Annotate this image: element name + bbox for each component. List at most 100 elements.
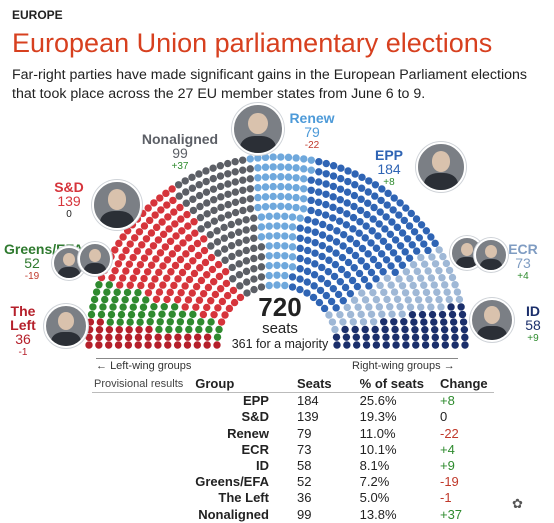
seat-dot xyxy=(371,181,380,189)
seat-dot xyxy=(246,185,255,193)
seat-dot xyxy=(303,267,312,276)
seat-dot xyxy=(213,238,222,246)
seat-dot xyxy=(196,202,204,211)
seat-dot xyxy=(324,267,333,276)
cell-change: 0 xyxy=(439,409,448,425)
seat-dot xyxy=(348,276,357,285)
seat-dot xyxy=(359,318,368,326)
seat-dot xyxy=(310,271,319,279)
seat-dot xyxy=(156,318,164,326)
seat-dot xyxy=(189,206,198,215)
seat-dot xyxy=(460,325,469,334)
seat-dot xyxy=(213,341,221,349)
seat-dot xyxy=(381,325,389,334)
table-caption: Provisional results xyxy=(92,376,190,394)
seat-dot xyxy=(213,333,222,341)
seat-dot xyxy=(344,258,353,267)
seat-dot xyxy=(174,333,182,341)
seat-dot xyxy=(250,244,258,253)
seat-dot xyxy=(311,260,319,268)
seat-dot xyxy=(365,303,373,311)
seat-dot xyxy=(380,318,388,326)
seat-dot xyxy=(318,241,327,250)
seat-dot xyxy=(431,333,439,342)
seat-dot xyxy=(401,325,409,334)
seat-dot xyxy=(239,196,247,205)
seat-dot xyxy=(355,269,364,278)
seat-dot xyxy=(111,246,119,254)
seat-dot xyxy=(203,271,211,279)
seat-dot xyxy=(310,282,318,290)
seat-dot xyxy=(376,208,384,216)
seat-dot xyxy=(208,265,217,274)
seat-dot xyxy=(118,253,126,261)
seat-dot xyxy=(378,185,386,193)
seat-dot xyxy=(361,296,370,304)
seat-dot xyxy=(273,222,281,230)
seat-dot xyxy=(412,341,420,349)
seat-dot xyxy=(323,279,332,288)
label-id-seats: 58 xyxy=(525,317,541,333)
label-renew: Renew 79 -22 xyxy=(280,111,344,153)
portrait-the-left-leader xyxy=(44,304,88,348)
seat-dot xyxy=(374,261,383,270)
table-row: The Left 36 5.0% -1 xyxy=(92,490,494,506)
seat-dot xyxy=(195,181,203,189)
header-seats: Seats xyxy=(274,376,338,394)
label-epp-change: +8 xyxy=(383,177,395,188)
cell-change: +4 xyxy=(439,441,455,457)
seat-dot xyxy=(215,325,223,334)
seat-dot xyxy=(398,310,406,318)
cell-seats: 52 xyxy=(296,474,312,490)
seat-dot xyxy=(415,234,424,242)
seat-dot xyxy=(307,186,315,194)
seat-dot xyxy=(115,326,123,334)
seat-dot xyxy=(168,185,176,193)
seat-dot xyxy=(386,303,394,311)
seat-dot xyxy=(265,252,273,260)
hemicycle-chart xyxy=(85,153,469,349)
label-the-left-name: The Left xyxy=(10,303,36,333)
label-greens-seats: 52 xyxy=(24,255,40,271)
label-epp: EPP 184 +8 xyxy=(366,148,412,190)
seat-dot xyxy=(322,190,330,198)
seat-dot xyxy=(164,213,172,221)
seat-dot xyxy=(149,242,158,250)
seat-dot xyxy=(401,333,410,341)
seat-dot xyxy=(118,274,127,282)
seat-dot xyxy=(322,291,331,300)
seat-dot xyxy=(209,174,217,183)
seat-dot xyxy=(387,281,395,289)
seat-dot xyxy=(207,297,215,305)
seat-dot xyxy=(273,241,281,250)
seat-dot xyxy=(203,303,211,312)
seat-dot xyxy=(358,244,367,253)
seat-dot xyxy=(284,183,293,191)
label-greens-change: -19 xyxy=(24,271,40,282)
seat-dot xyxy=(309,293,318,302)
seat-dot xyxy=(242,246,250,255)
seat-dot xyxy=(300,175,308,183)
table-row: S&D 139 19.3% 0 xyxy=(92,409,494,425)
cell-pct: 7.2% xyxy=(359,474,390,490)
results-table: Provisional results Group Seats % of sea… xyxy=(92,376,494,523)
seat-dot xyxy=(437,303,445,311)
seat-dot xyxy=(250,285,258,294)
seat-dot xyxy=(353,282,362,291)
seat-dot xyxy=(265,281,273,290)
seat-dot xyxy=(303,289,311,297)
seat-dot xyxy=(329,203,337,212)
cell-group: The Left xyxy=(218,490,269,506)
seat-dot xyxy=(307,166,315,174)
seat-dot xyxy=(420,260,429,268)
seat-dot xyxy=(352,341,361,349)
seat-dot xyxy=(137,281,145,290)
seat-dot xyxy=(364,188,372,196)
seat-dot xyxy=(246,205,255,213)
seat-dot xyxy=(430,281,438,289)
seat-dot xyxy=(195,191,204,200)
label-renew-name: Renew xyxy=(289,110,335,126)
seat-dot xyxy=(440,318,448,326)
seat-dot xyxy=(427,303,435,311)
seat-dot xyxy=(201,258,210,267)
